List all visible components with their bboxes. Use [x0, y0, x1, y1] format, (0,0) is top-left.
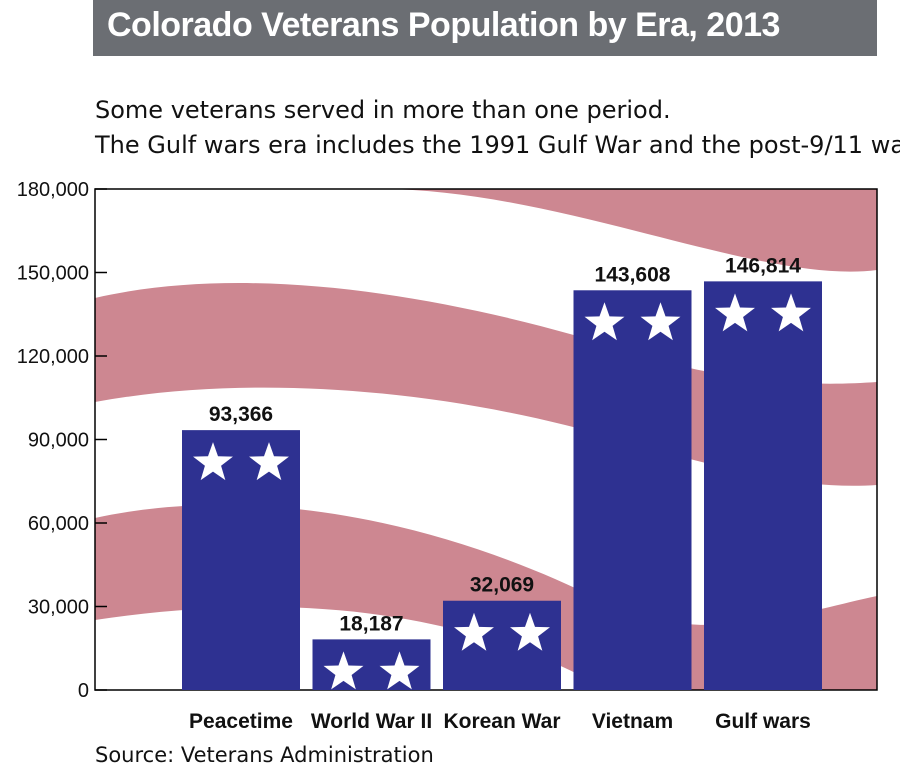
- y-tick-label: 0: [78, 680, 89, 702]
- star-icon: [510, 612, 550, 651]
- x-tick-label: Peacetime: [189, 710, 293, 733]
- x-tick-label: Korean War: [443, 710, 560, 733]
- data-label: 32,069: [470, 574, 534, 597]
- star-icon: [771, 293, 811, 332]
- star-icon: [323, 651, 364, 690]
- chart-title: Colorado Veterans Population by Era, 201…: [107, 6, 780, 44]
- data-label: 93,366: [209, 403, 273, 426]
- bar: [443, 600, 561, 690]
- star-icon: [193, 442, 233, 481]
- flag-stripe: [380, 189, 877, 272]
- source-note: Source: Veterans Administration: [95, 743, 434, 767]
- star-icon: [715, 293, 755, 332]
- bar: [573, 290, 692, 690]
- data-label: 18,187: [339, 612, 403, 635]
- y-tick-label: 180,000: [17, 179, 89, 201]
- x-tick-label: Gulf wars: [715, 710, 811, 733]
- star-icon: [640, 302, 681, 341]
- subtitle-line-1: Some veterans served in more than one pe…: [95, 96, 671, 124]
- data-label: 146,814: [725, 254, 801, 277]
- title-bar: Colorado Veterans Population by Era, 201…: [93, 0, 877, 56]
- y-tick-label: 150,000: [17, 263, 89, 285]
- y-tick-label: 30,000: [28, 597, 89, 619]
- y-tick-label: 120,000: [17, 346, 89, 368]
- x-tick-label: World War II: [311, 710, 432, 733]
- star-icon: [379, 651, 420, 690]
- y-tick-label: 90,000: [28, 430, 89, 452]
- star-icon: [249, 442, 289, 481]
- bar: [182, 430, 300, 690]
- y-tick-label: 60,000: [28, 513, 89, 535]
- data-label: 143,608: [595, 263, 671, 286]
- star-icon: [584, 302, 625, 341]
- star-icon: [454, 612, 494, 651]
- x-tick-label: Vietnam: [592, 710, 673, 733]
- bar: [704, 281, 822, 690]
- bar: [312, 639, 431, 690]
- subtitle-line-2: The Gulf wars era includes the 1991 Gulf…: [95, 131, 900, 159]
